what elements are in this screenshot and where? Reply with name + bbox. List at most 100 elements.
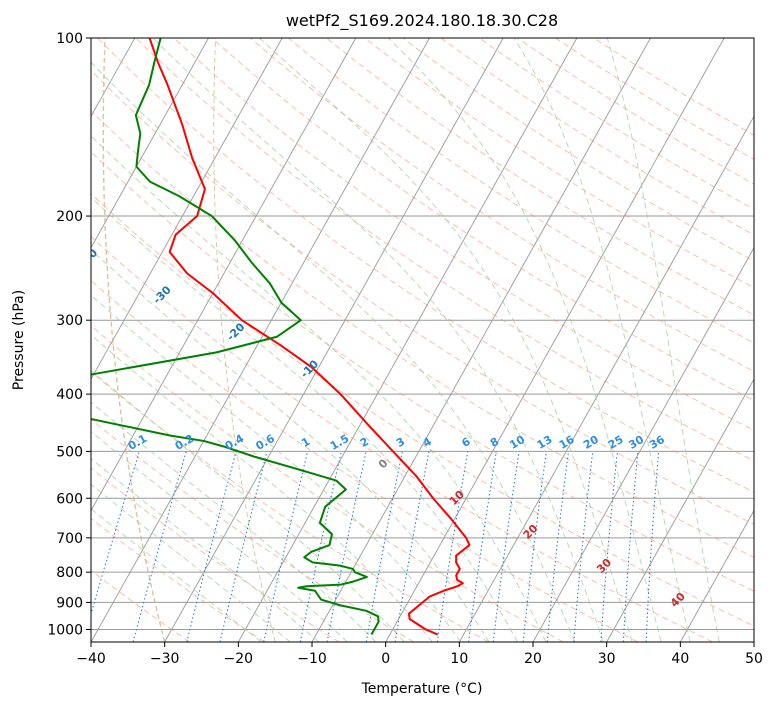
dry-adiabat-line (91, 467, 340, 642)
isotherm-line (0, 38, 61, 642)
isotherm-line (458, 115, 754, 642)
mixing-ratio-line (219, 451, 268, 642)
moist-adiabat-line (91, 294, 462, 642)
mixing-ratio-label: 1 (299, 435, 312, 450)
tan-reference-line (102, 38, 166, 642)
mixing-ratio-line (645, 451, 660, 642)
x-tick-label: 10 (450, 651, 468, 667)
moist-adiabat-line (388, 38, 662, 642)
y-tick-label: 300 (56, 313, 83, 329)
moist-adiabat-line (91, 249, 490, 642)
isotherm-line (532, 246, 754, 642)
dry-adiabat-label: -30 (151, 283, 174, 306)
dry-adiabat-line (593, 38, 754, 136)
y-tick-label: 700 (56, 531, 83, 547)
mixing-ratio-line (436, 451, 469, 642)
moist-adiabat-line (91, 508, 262, 642)
mixing-ratio-line (468, 451, 497, 642)
mixing-ratio-line (132, 451, 187, 642)
y-tick-label: 100 (56, 31, 83, 47)
mixing-ratio-label: 36 (647, 433, 667, 452)
dry-adiabat-line (91, 110, 754, 558)
moist-adiabat-line (513, 38, 691, 642)
x-tick-label: 40 (671, 651, 689, 667)
mixing-ratio-line (600, 451, 618, 642)
mixing-ratio-label: 25 (606, 433, 626, 452)
mixing-ratio-line (546, 451, 570, 642)
tan-reference-curve (102, 38, 276, 642)
dry-adiabat-label: -40 (77, 246, 100, 269)
x-tick-label: −30 (150, 651, 180, 667)
isotherm-line (311, 38, 651, 642)
dry-adiabat-label: -20 (224, 320, 247, 343)
dry-adiabat-line (173, 38, 754, 431)
isotherm-line (164, 38, 504, 642)
dry-adiabat-line (478, 38, 754, 210)
mixing-ratio-label: 20 (581, 433, 601, 452)
x-tick-label: −40 (76, 651, 106, 667)
mixing-ratio-lines (91, 451, 660, 642)
mixing-ratio-label: 1.5 (328, 432, 351, 453)
mixing-ratio-label: 3 (394, 435, 407, 450)
dry-adiabat-line (91, 151, 754, 592)
moist-adiabat-line (91, 61, 576, 642)
x-axis-label: Temperature (°C) (361, 681, 483, 697)
mixing-ratio-label: 0.4 (223, 432, 247, 453)
dry-adiabat-line (97, 38, 754, 493)
mixing-ratio-label: 13 (535, 433, 555, 452)
isotherm-line (237, 38, 578, 642)
dry-adiabat-label: -50 (3, 209, 26, 232)
isotherm-lines (0, 38, 754, 642)
dry-adiabats (91, 38, 754, 642)
isotherm-line (753, 641, 754, 642)
dry-adiabat-line (249, 38, 754, 372)
mixing-ratio-label: 4 (421, 435, 434, 450)
dry-adiabat-line (288, 38, 754, 344)
mixing-ratio-label: 2 (358, 435, 371, 450)
dry-adiabat-line (91, 193, 754, 627)
y-axis-label: Pressure (hPa) (11, 290, 27, 390)
moist-adiabat-line (91, 430, 348, 642)
plot-frame (90, 37, 755, 643)
y-tick-label: 600 (56, 491, 83, 507)
mixing-ratio-label: 8 (488, 435, 501, 450)
y-tick-label: 500 (56, 444, 83, 460)
dry-adiabat-line (211, 38, 754, 402)
moist-adiabat-line (91, 483, 291, 642)
isotherm-line (679, 509, 754, 642)
mixing-ratio-label: 30 (626, 433, 646, 452)
dry-adiabat-line (135, 38, 754, 462)
chart-title: wetPf2_S169.2024.180.18.30.C28 (286, 11, 558, 31)
y-axis-ticks: 100 200 300 400 500 600 700 800 900 1000 (47, 31, 91, 638)
y-tick-label: 200 (56, 209, 83, 225)
moist-adiabat-line (91, 401, 377, 642)
isotherm-line (606, 378, 754, 642)
x-tick-label: 50 (745, 651, 763, 667)
dry-adiabat-line (91, 418, 415, 642)
isotherm-line (91, 38, 357, 512)
x-tick-label: 30 (598, 651, 616, 667)
moist-adiabat-line (259, 38, 633, 642)
y-tick-label: 1000 (47, 622, 83, 638)
temperature-profile-line (148, 38, 471, 636)
tan-reference-line (213, 38, 276, 642)
dry-adiabat-line (91, 517, 265, 642)
mixing-ratio-line (263, 451, 309, 642)
mixing-ratio-label: 6 (459, 435, 472, 450)
isotherm-line (385, 38, 725, 642)
dry-adiabat-line (364, 38, 754, 289)
dry-adiabat-line (517, 38, 754, 185)
x-tick-label: −10 (297, 651, 327, 667)
moist-adiabat-line (91, 196, 518, 642)
mixing-ratio-line (91, 451, 140, 616)
dry-adiabat-line (440, 38, 754, 236)
mixing-ratio-line (492, 451, 520, 642)
x-tick-label: 20 (524, 651, 542, 667)
isotherm-line (91, 38, 283, 381)
dry-adiabat-line (555, 38, 754, 160)
dry-adiabat-line (91, 324, 564, 642)
y-tick-label: 900 (56, 595, 83, 611)
isotherm-line (91, 38, 430, 642)
moist-adiabat-line (91, 334, 433, 642)
